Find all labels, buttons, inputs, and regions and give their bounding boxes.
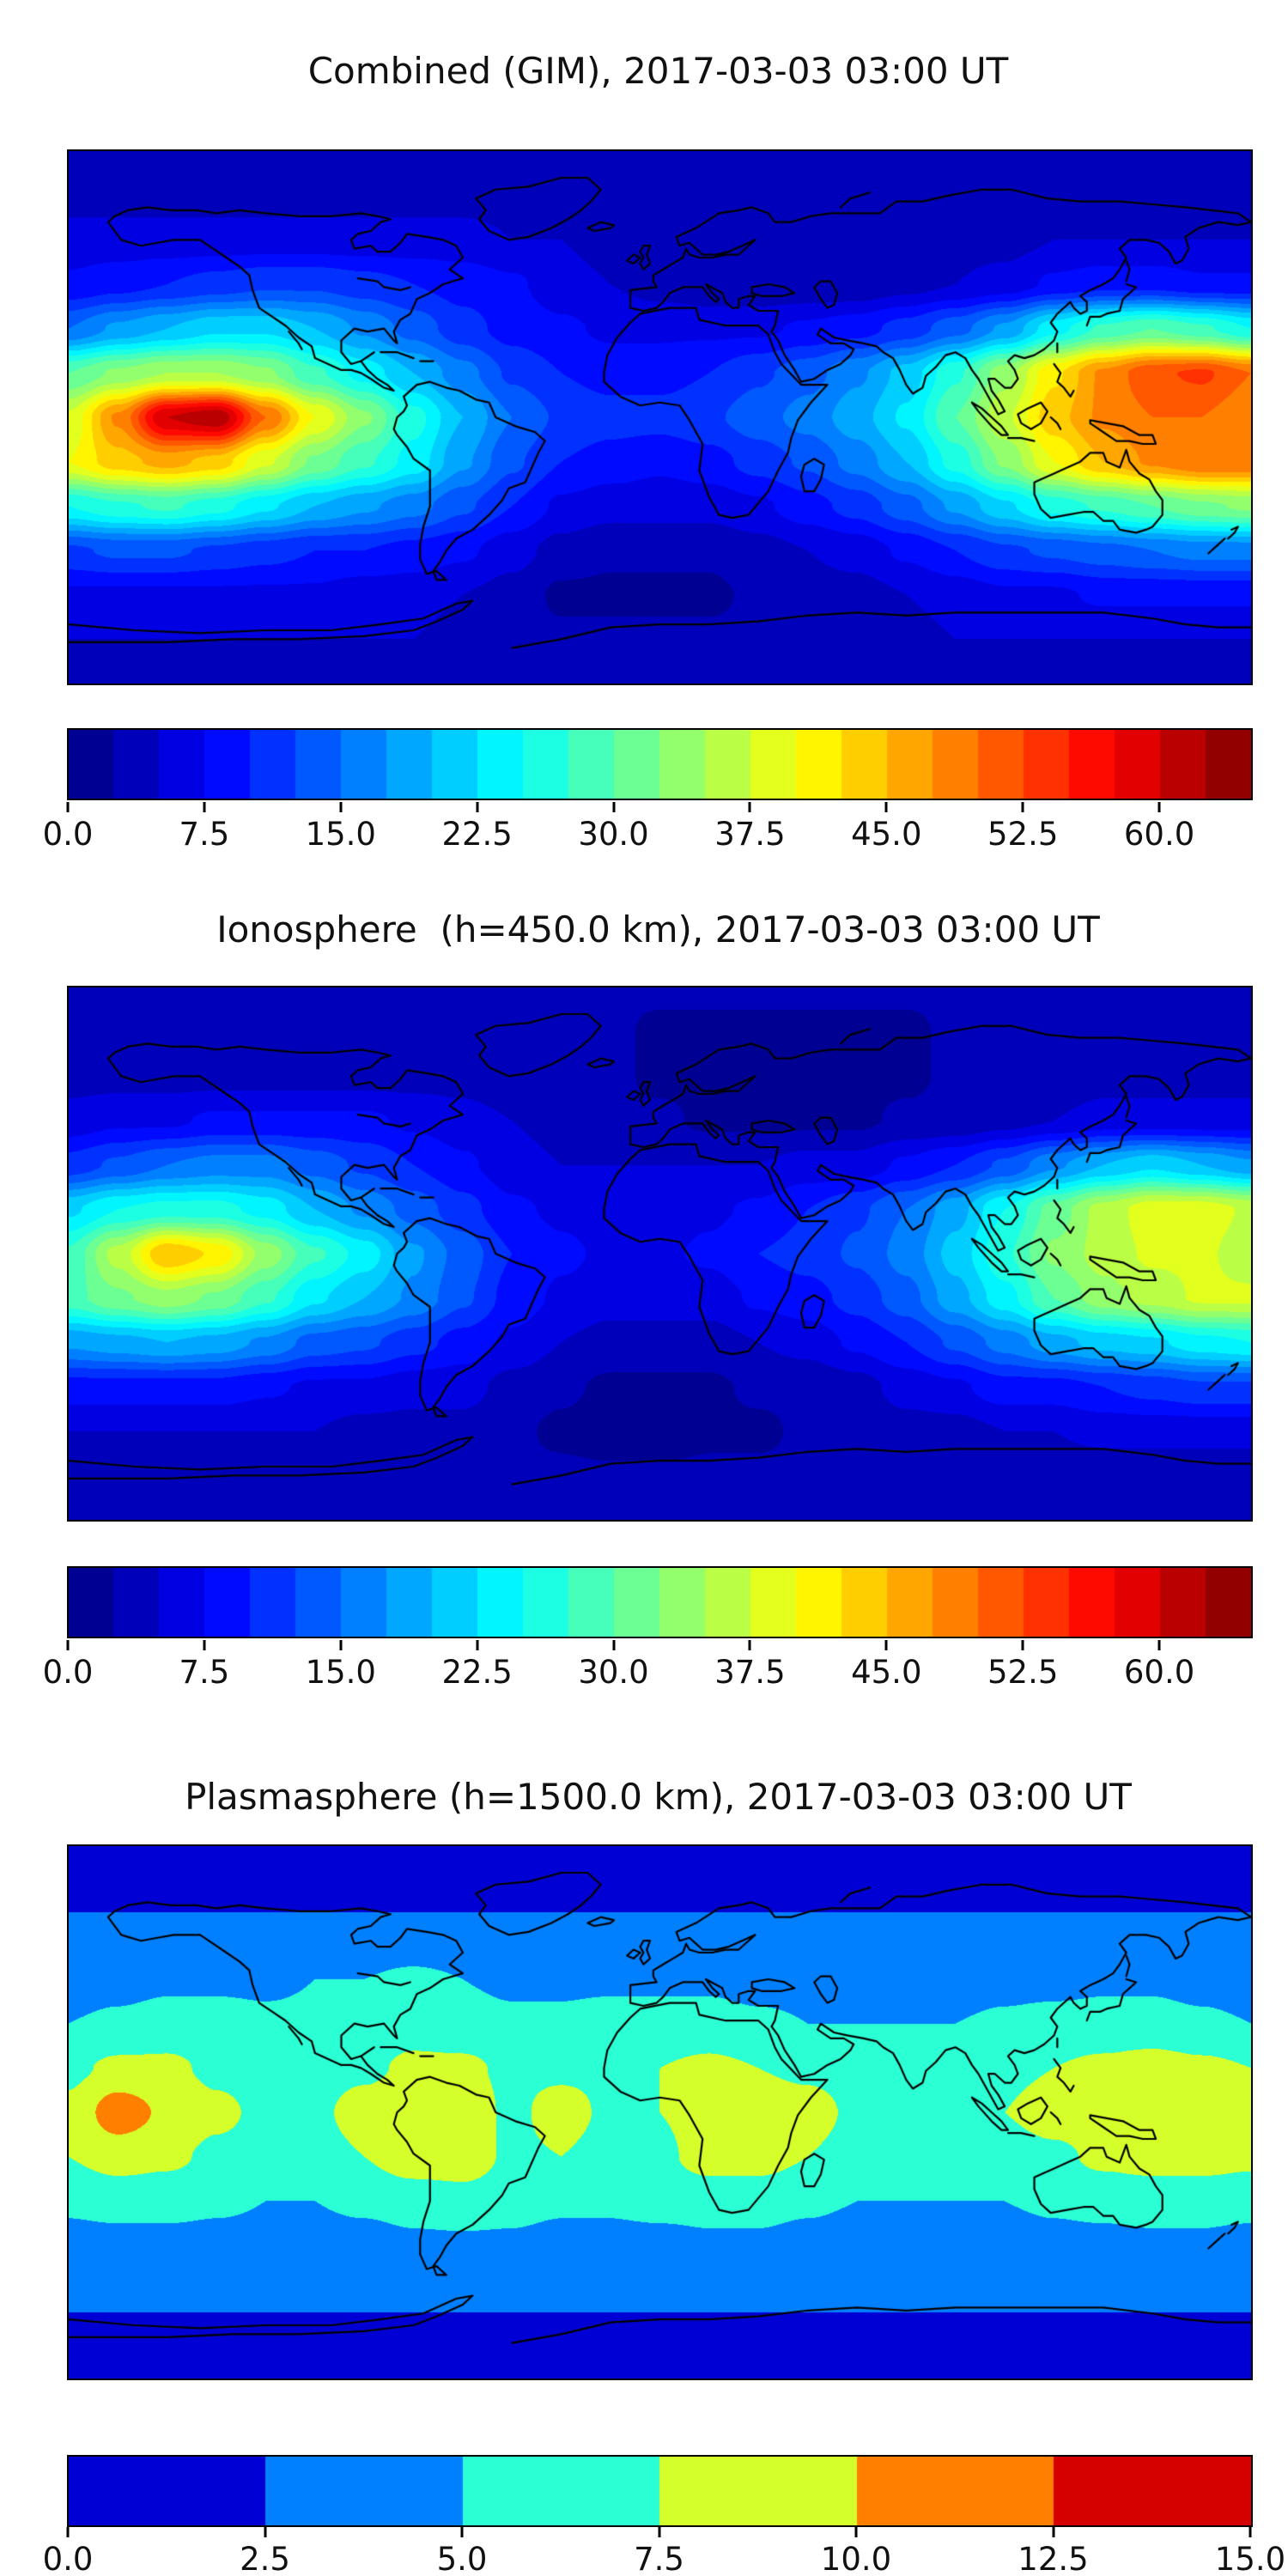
colorbar-tick <box>1157 1640 1161 1650</box>
colorbar-tick-label: 45.0 <box>851 1654 922 1691</box>
panel3-colorbar <box>67 2455 1253 2527</box>
panel1-map <box>67 149 1253 685</box>
colorbar-tick <box>658 2527 660 2537</box>
colorbar-tick <box>1249 2527 1252 2537</box>
colorbar-tick-label: 22.5 <box>441 1654 513 1691</box>
colorbar-tick-label: 12.5 <box>1018 2541 1089 2576</box>
panel3-title: Plasmasphere (h=1500.0 km), 2017-03-03 0… <box>185 1776 1132 1818</box>
colorbar-tick-label: 15.0 <box>305 1654 376 1691</box>
panel1-title: Combined (GIM), 2017-03-03 03:00 UT <box>307 50 1009 92</box>
colorbar-tick-label: 15.0 <box>1214 2541 1286 2576</box>
colorbar-tick-label: 37.5 <box>714 1654 786 1691</box>
colorbar-tick <box>339 1640 343 1650</box>
colorbar-tick <box>748 802 751 812</box>
panel3-map <box>67 1844 1253 2380</box>
colorbar-tick <box>476 802 479 812</box>
colorbar-tick-label: 5.0 <box>436 2541 488 2576</box>
colorbar-tick-label: 7.5 <box>179 1654 230 1691</box>
colorbar-tick <box>203 802 206 812</box>
colorbar-tick <box>612 802 616 812</box>
panel3-colorbar-ticks: 0.0 2.5 5.0 7.5 10.0 12.5 15.0 <box>43 2527 1285 2576</box>
colorbar-tick-label: 52.5 <box>987 816 1059 853</box>
colorbar-tick <box>884 802 888 812</box>
colorbar-tick-label: 7.5 <box>634 2541 684 2576</box>
panel1-colorbar <box>67 728 1253 800</box>
colorbar-tick-label: 2.5 <box>240 2541 290 2576</box>
panel2-title: Ionosphere (h=450.0 km), 2017-03-03 03:0… <box>216 908 1100 951</box>
colorbar-tick <box>203 1640 206 1650</box>
colorbar-tick <box>854 2527 858 2537</box>
colorbar-tick <box>66 1640 70 1650</box>
colorbar-tick <box>339 802 343 812</box>
colorbar-tick <box>66 2527 70 2537</box>
colorbar-tick-label: 30.0 <box>578 816 649 853</box>
colorbar-tick <box>264 2527 266 2537</box>
panel2-map <box>67 986 1253 1522</box>
colorbar-tick-label: 7.5 <box>179 816 230 853</box>
colorbar-tick <box>748 1640 751 1650</box>
colorbar-tick <box>1021 1640 1024 1650</box>
colorbar-tick <box>1157 802 1161 812</box>
panel2-colorbar <box>67 1566 1253 1638</box>
colorbar-tick-label: 0.0 <box>42 2541 94 2576</box>
colorbar-tick-label: 37.5 <box>714 816 786 853</box>
colorbar-tick-label: 60.0 <box>1123 816 1195 853</box>
colorbar-tick-label: 22.5 <box>441 816 513 853</box>
colorbar-tick-label: 52.5 <box>987 1654 1059 1691</box>
colorbar-tick <box>476 1640 479 1650</box>
colorbar-tick <box>612 1640 616 1650</box>
colorbar-tick-label: 10.0 <box>820 2541 892 2576</box>
colorbar-tick <box>1052 2527 1054 2537</box>
colorbar-tick-label: 0.0 <box>42 1654 94 1691</box>
panel2-colorbar-ticks: 0.0 7.5 15.0 22.5 30.0 37.5 45.0 52.5 60.0 <box>43 1640 1250 1700</box>
colorbar-tick-label: 60.0 <box>1123 1654 1195 1691</box>
colorbar-tick <box>884 1640 888 1650</box>
colorbar-tick-label: 15.0 <box>305 816 376 853</box>
colorbar-tick-label: 45.0 <box>851 816 922 853</box>
colorbar-tick <box>460 2527 464 2537</box>
colorbar-tick <box>1021 802 1024 812</box>
panel1-colorbar-ticks: 0.0 7.5 15.0 22.5 30.0 37.5 45.0 52.5 60.0 <box>43 802 1250 862</box>
colorbar-tick <box>66 802 70 812</box>
colorbar-tick-label: 30.0 <box>578 1654 649 1691</box>
colorbar-tick-label: 0.0 <box>42 816 94 853</box>
